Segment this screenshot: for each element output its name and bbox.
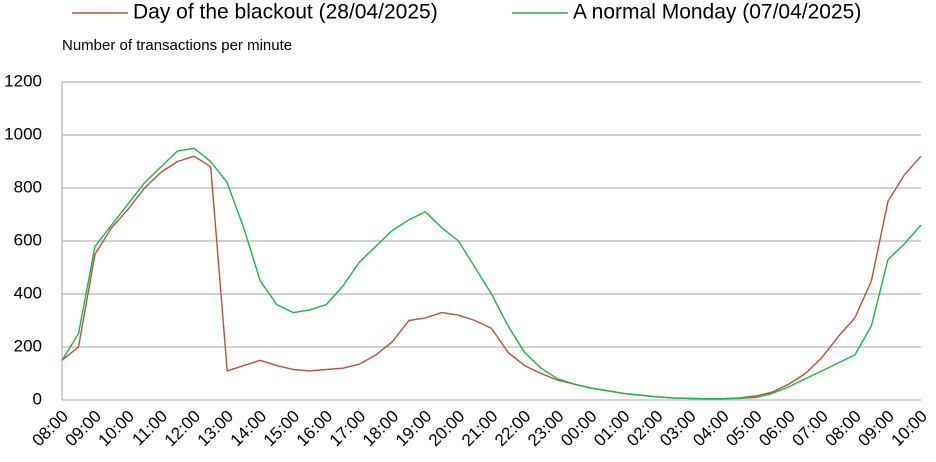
x-tick-label: 10:00 (95, 407, 139, 451)
x-tick-label: 19:00 (392, 407, 436, 451)
x-tick-label: 02:00 (623, 407, 667, 451)
x-tick-label: 07:00 (788, 407, 832, 451)
x-tick-label: 17:00 (326, 407, 370, 451)
x-tick-label: 08:00 (821, 407, 865, 451)
x-tick-label: 00:00 (557, 407, 601, 451)
x-tick-label: 14:00 (227, 407, 271, 451)
x-tick-label: 10:00 (887, 407, 931, 451)
x-tick-label: 13:00 (194, 407, 238, 451)
x-tick-label: 01:00 (590, 407, 634, 451)
y-tick-label: 400 (14, 283, 42, 302)
y-tick-label: 200 (14, 336, 42, 355)
y-tick-label: 600 (14, 230, 42, 249)
x-tick-label: 09:00 (62, 407, 106, 451)
x-tick-label: 09:00 (854, 407, 898, 451)
x-tick-label: 08:00 (28, 407, 72, 451)
x-tick-label: 16:00 (293, 407, 337, 451)
x-tick-label: 12:00 (161, 407, 205, 451)
y-tick-label: 0 (33, 389, 42, 408)
y-tick-label: 1200 (4, 71, 42, 90)
x-tick-label: 03:00 (656, 407, 700, 451)
y-tick-label: 800 (14, 177, 42, 196)
series-line (61, 155, 922, 400)
x-tick-label: 05:00 (722, 407, 766, 451)
series-line (61, 147, 922, 400)
x-tick-label: 15:00 (260, 407, 304, 451)
x-tick-label: 22:00 (491, 407, 535, 451)
legend-label: A normal Monday (07/04/2025) (573, 1, 861, 24)
x-tick-label: 23:00 (524, 407, 568, 451)
x-tick-label: 06:00 (755, 407, 799, 451)
x-tick-label: 21:00 (458, 407, 502, 451)
x-tick-label: 20:00 (425, 407, 469, 451)
y-axis-label: Number of transactions per minute (62, 37, 292, 54)
x-tick-label: 04:00 (689, 407, 733, 451)
x-tick-label: 18:00 (359, 407, 403, 451)
legend-label: Day of the blackout (28/04/2025) (133, 1, 438, 24)
y-tick-label: 1000 (4, 124, 42, 143)
x-tick-label: 11:00 (128, 407, 171, 450)
